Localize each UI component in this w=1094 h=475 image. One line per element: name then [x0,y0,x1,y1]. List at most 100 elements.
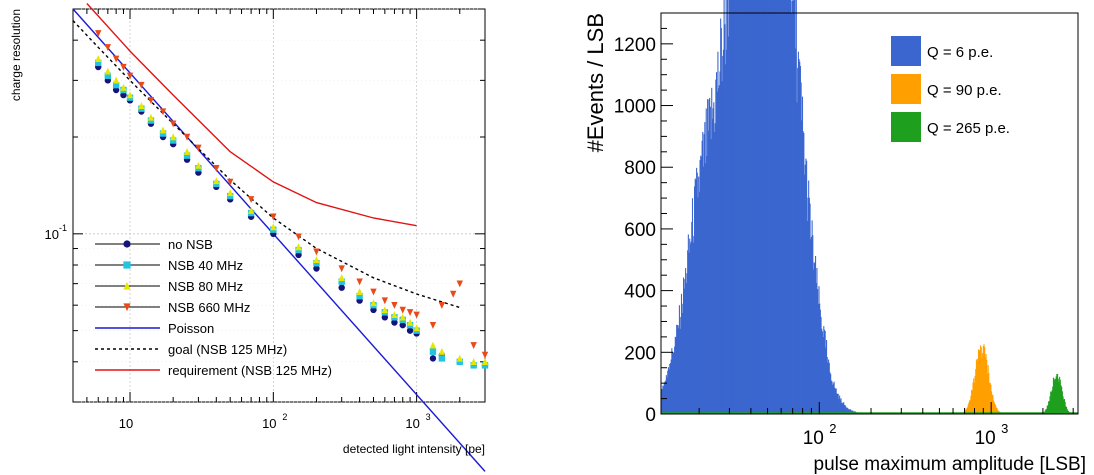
histogram-bar [1058,382,1060,414]
right-x-tick-label: 10 [803,428,824,449]
histogram-bar [720,18,722,415]
histogram-bar [774,0,776,414]
data-point [123,240,131,248]
histogram-bar [791,1,793,414]
histogram-bar [694,186,696,414]
histogram-bar [676,324,678,414]
data-point [183,152,191,159]
histogram-bar [759,0,761,414]
legend-swatch [891,36,921,66]
histogram-bar [814,263,816,414]
histogram-bar [721,81,723,414]
data-point [95,55,102,63]
histogram-bar [671,348,673,414]
histogram-bar [766,0,768,414]
histogram-bar [840,398,842,414]
data-point [183,148,191,155]
data-point [112,81,120,89]
histogram-bar [844,405,846,414]
histogram-bar [833,381,835,414]
histogram-bar [771,0,773,414]
data-point [104,72,112,79]
data-point [413,311,420,319]
histogram-bar [767,0,769,415]
histogram-bar [735,0,737,414]
histogram-bar [730,0,732,414]
histogram-bar [709,97,711,414]
histogram-bar [710,139,712,415]
histogram-bar [792,0,794,414]
histogram-bar [978,350,980,414]
histogram-bar [849,409,851,414]
histogram-bar [661,389,663,414]
histogram-bar [983,344,985,414]
histogram-bar [741,0,743,414]
histogram-bar [985,353,987,414]
histogram-bar [685,283,687,414]
histogram-bar [781,0,783,414]
histogram-bar [776,0,778,415]
data-point [406,318,414,326]
histogram-bar [713,131,716,414]
histogram-bar [688,252,690,414]
histogram-bar [742,0,744,414]
histogram-bar [766,0,768,414]
histogram-bar [819,303,821,414]
histogram-bar [838,398,840,414]
histogram-bar [993,400,995,414]
data-point [147,113,155,121]
histogram-bar [982,353,984,414]
histogram-bar [831,381,833,414]
legend-label: goal (NSB 125 MHz) [168,342,287,357]
right-y-tick-label: 400 [624,282,656,303]
histogram-bar [780,0,782,414]
histogram-bar [816,267,818,414]
data-point [438,348,446,355]
data-point [470,362,477,369]
histogram-bar [801,96,804,414]
histogram-bar [797,51,799,414]
data-point [138,102,145,110]
histogram-bar [696,172,698,414]
histogram-bar [747,0,749,414]
histogram-bar [687,234,689,414]
histogram-bar [973,378,975,414]
histogram-bar [775,0,777,415]
data-point [370,288,377,296]
histogram-bar [839,399,841,414]
histogram-bar [823,326,825,414]
legend-label: no NSB [168,237,213,252]
histogram-bar [808,180,810,414]
data-point [381,314,389,321]
data-point [399,306,406,314]
histogram-bar [806,160,808,414]
histogram-bar [717,51,719,415]
data-point [270,213,277,221]
histogram-bar [708,99,710,414]
histogram-bar [822,336,824,414]
histogram-bar [977,349,980,414]
histogram-bar [681,313,683,414]
histogram-bar [750,0,752,414]
histogram-bar [1059,379,1061,414]
data-point [120,83,127,91]
histogram-bar [679,328,681,414]
histogram-bar [724,64,727,415]
data-point [381,306,389,314]
data-point [456,354,463,362]
right-y-tick-label: 600 [624,220,656,241]
histogram-bar [990,384,992,414]
histogram-bar [732,0,734,415]
histogram-bar [1047,405,1049,414]
histogram-bar [796,102,798,414]
data-point [481,362,489,369]
histogram-bar [740,0,742,415]
left-x-tick-exponent: 3 [426,412,431,422]
histogram-bar [1054,380,1056,414]
histogram-bar [1053,378,1055,414]
data-point [112,55,120,63]
histogram-bar [769,0,771,414]
histogram-bar [997,409,999,414]
histogram-bar [845,406,847,414]
